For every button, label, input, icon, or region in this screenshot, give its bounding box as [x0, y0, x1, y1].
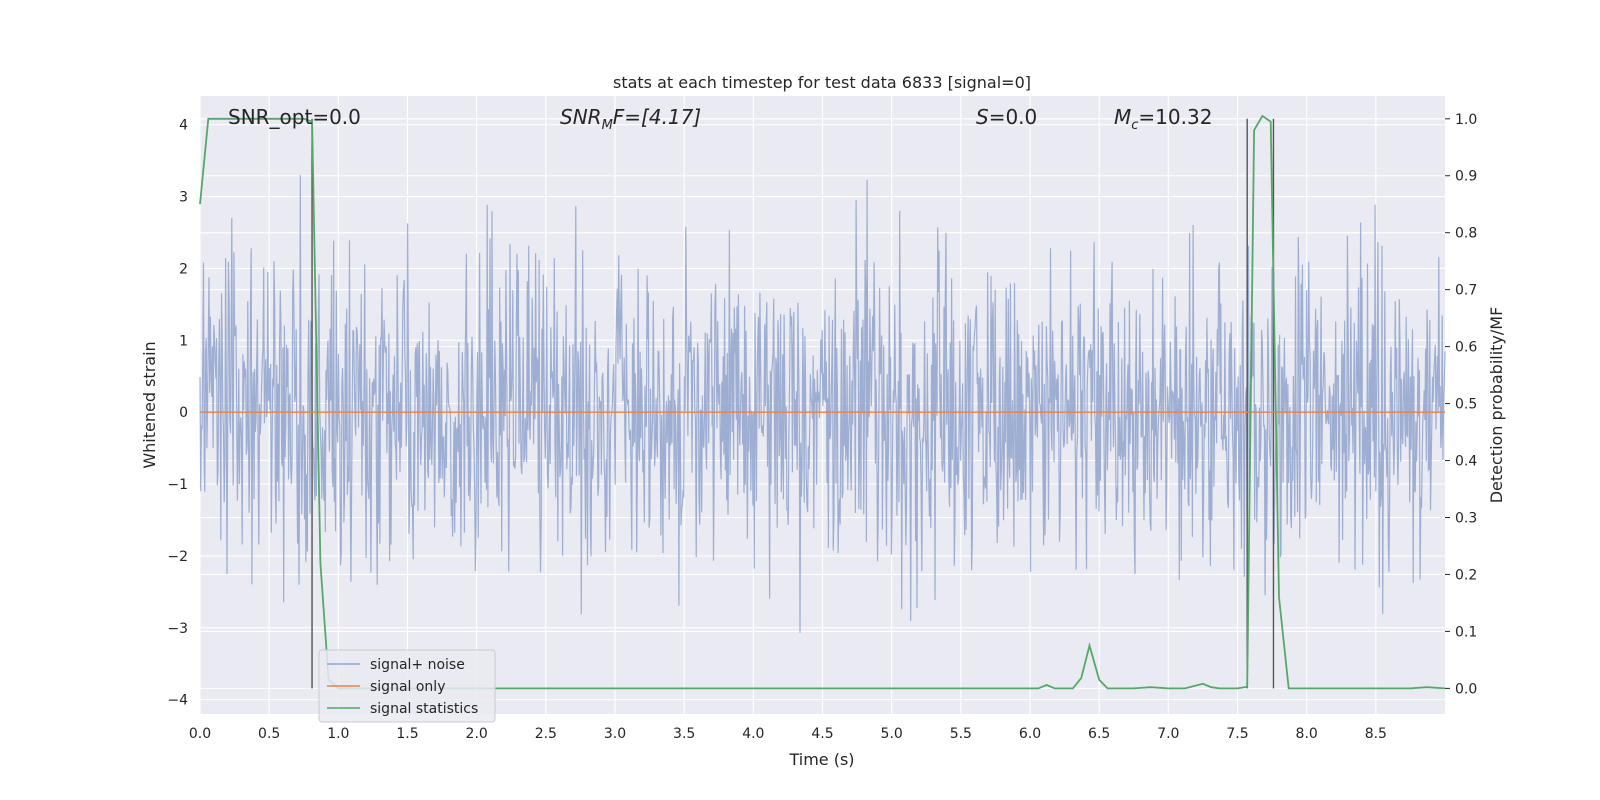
- x-tick-label: 1.5: [396, 726, 418, 742]
- x-axis-label: Time (s): [788, 750, 854, 769]
- y-tick-label: 2: [179, 261, 188, 277]
- y-right-tick-label: 0.0: [1455, 681, 1477, 697]
- y-tick-label: −3: [167, 621, 188, 637]
- annotation-snr-mf-sub: M: [602, 118, 613, 133]
- y-right-tick-label: 0.7: [1455, 283, 1477, 299]
- y-right-tick-label: 0.2: [1455, 567, 1477, 583]
- vertical-markers: [311, 118, 1275, 689]
- x-tick-label: 2.0: [466, 726, 488, 742]
- legend-label-signal-noise: signal+ noise: [370, 657, 465, 673]
- x-tick-label: 4.5: [811, 726, 833, 742]
- x-axis-ticks: 0.0 0.5 1.0 1.5 2.0 2.5 3.0 3.5 4.0 4.5 5.0 5.5 6.0 6…: [189, 726, 1387, 742]
- y-axis-ticks: 4 3 2 1 0 −1 −2 −3 −4: [167, 118, 188, 709]
- y-right-tick-label: 0.9: [1455, 169, 1477, 185]
- x-tick-label: 8.5: [1365, 726, 1387, 742]
- y-tick-label: −1: [167, 477, 188, 493]
- y-right-tick-label: 1.0: [1455, 112, 1477, 128]
- annotation-mc-sub: c: [1131, 118, 1138, 133]
- x-tick-label: 8.0: [1296, 726, 1318, 742]
- annotation-s-suffix: =0.0: [989, 105, 1038, 129]
- annotation-mc-suffix: =10.32: [1138, 105, 1212, 129]
- annotation-snr-mf-suffix: F=[4.17]: [613, 105, 701, 129]
- y-tick-label: 4: [179, 118, 188, 134]
- signal-noise-line: [199, 175, 1446, 633]
- annotation-s-prefix: S: [976, 105, 989, 129]
- series-signal-noise: [199, 175, 1446, 633]
- y-right-tick-label: 0.8: [1455, 226, 1477, 242]
- annotation-snr-mf: SNRMF=[4.17]: [560, 105, 701, 133]
- y-axis-label: Whitened strain: [140, 341, 159, 468]
- annotation-mc-prefix: M: [1114, 105, 1131, 129]
- x-tick-label: 7.5: [1226, 726, 1248, 742]
- y-tick-label: 3: [179, 190, 188, 206]
- y-right-axis-label: Detection probability/MF: [1487, 307, 1506, 504]
- x-tick-label: 3.0: [604, 726, 626, 742]
- annotation-snr-opt: SNR_opt=0.0: [228, 105, 361, 129]
- legend: signal+ noise signal only signal statist…: [318, 649, 496, 723]
- legend-label-signal-only: signal only: [370, 679, 445, 695]
- y-right-tick-label: 0.1: [1455, 624, 1477, 640]
- x-tick-label: 2.5: [535, 726, 557, 742]
- y-right-tick-label: 0.5: [1455, 397, 1477, 413]
- y-tick-label: 1: [179, 333, 188, 349]
- x-tick-label: 0.0: [189, 726, 211, 742]
- annotation-s: S=0.0: [976, 105, 1037, 129]
- x-tick-label: 6.5: [1088, 726, 1110, 742]
- x-tick-label: 4.0: [742, 726, 764, 742]
- y-right-tick-label: 0.6: [1455, 340, 1477, 356]
- chart-title: stats at each timestep for test data 683…: [613, 73, 1031, 92]
- y-right-tick-label: 0.3: [1455, 510, 1477, 526]
- y-tick-label: −2: [167, 549, 188, 565]
- annotation-mc: Mc=10.32: [1114, 105, 1212, 133]
- x-tick-label: 5.5: [950, 726, 972, 742]
- x-tick-label: 7.0: [1157, 726, 1179, 742]
- legend-box: [318, 649, 496, 723]
- x-tick-label: 3.5: [673, 726, 695, 742]
- x-tick-label: 6.0: [1019, 726, 1041, 742]
- y-tick-label: −4: [167, 693, 188, 709]
- legend-label-signal-statistics: signal statistics: [370, 701, 478, 717]
- x-tick-label: 5.0: [881, 726, 903, 742]
- x-tick-label: 0.5: [258, 726, 280, 742]
- annotation-snr-mf-prefix: SNR: [560, 105, 602, 129]
- y-right-tick-label: 0.4: [1455, 454, 1477, 470]
- x-tick-label: 1.0: [327, 726, 349, 742]
- y-right-axis-ticks: 1.0 0.9 0.8 0.7 0.6 0.5 0.4 0.3 0.2 0.1 0.0: [1445, 112, 1477, 697]
- y-tick-label: 0: [179, 405, 188, 421]
